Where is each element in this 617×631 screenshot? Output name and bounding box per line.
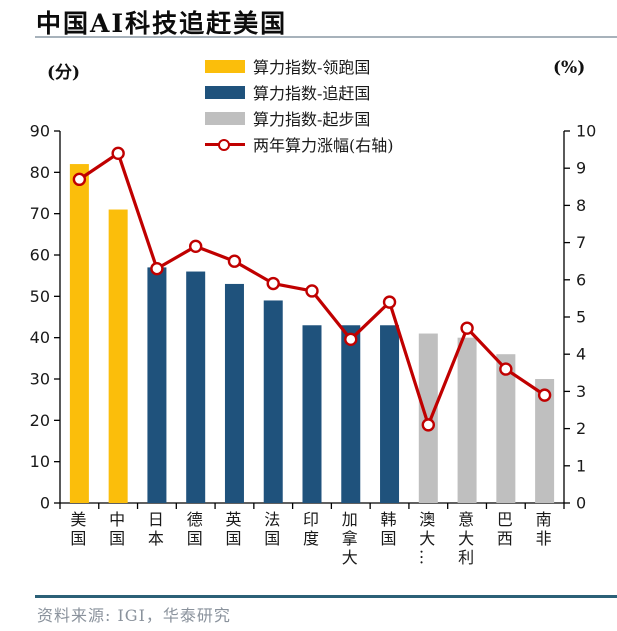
bar-美国 (69, 164, 89, 504)
bar-意大利 (457, 337, 477, 503)
left-axis-tick-label: 40 (30, 328, 50, 347)
growth-marker-澳大… (421, 418, 436, 432)
right-axis-tick-label: 2 (576, 419, 586, 438)
right-axis-tick-label: 3 (576, 382, 586, 401)
legend-item-leader: 算力指数-领跑国 (205, 53, 394, 79)
growth-marker-美国 (72, 172, 87, 187)
growth-marker-英国 (227, 254, 242, 268)
footer-rule (35, 595, 617, 598)
bar-英国 (224, 283, 244, 503)
legend-item-chaser: 算力指数-追赶国 (205, 79, 394, 105)
growth-marker-加拿大 (344, 332, 358, 347)
legend-label-chaser: 算力指数-追赶国 (253, 84, 371, 103)
legend-label-starter: 算力指数-起步国 (253, 110, 371, 129)
legend-line-marker-icon (205, 138, 245, 151)
growth-marker-巴西 (499, 362, 513, 376)
left-axis-tick-label: 30 (30, 370, 50, 389)
growth-marker-德国 (188, 239, 203, 254)
right-axis-tick-label: 10 (576, 122, 596, 141)
growth-marker-意大利 (460, 321, 474, 335)
legend-label-growth-line: 两年算力涨幅(右轴) (253, 136, 394, 155)
growth-marker-南非 (537, 388, 552, 402)
left-axis-tick-label: 20 (30, 411, 50, 430)
bar-日本 (147, 267, 167, 503)
bar-南非 (535, 379, 555, 503)
legend-item-growth-line: 两年算力涨幅(右轴) (205, 131, 394, 157)
left-axis-tick-label: 70 (30, 204, 50, 223)
left-axis-tick-label: 0 (40, 494, 50, 513)
source-text: 资料来源: IGI，华泰研究 (37, 606, 231, 625)
bar-法国 (263, 300, 283, 503)
growth-marker-中国 (111, 146, 125, 161)
left-axis-tick-label: 10 (30, 452, 50, 471)
right-axis-tick-label: 8 (576, 196, 586, 215)
bar-中国 (108, 209, 128, 504)
title-underline (35, 36, 617, 38)
bar-韩国 (380, 325, 400, 503)
right-axis-tick-label: 5 (576, 308, 586, 327)
right-axis-tick-label: 4 (576, 345, 586, 364)
bar-印度 (302, 325, 322, 503)
right-axis-unit-label: (%) (553, 58, 586, 78)
growth-marker-韩国 (382, 295, 397, 309)
right-axis-tick-label: 0 (576, 494, 586, 513)
growth-marker-日本 (150, 261, 164, 276)
legend-label-leader: 算力指数-领跑国 (253, 58, 371, 77)
left-axis-tick-label: 90 (30, 122, 50, 141)
left-axis-tick-label: 60 (30, 246, 50, 265)
legend-swatch-chaser-icon (205, 85, 245, 99)
bar-巴西 (496, 354, 516, 503)
left-axis-tick-label: 50 (30, 287, 50, 306)
legend-swatch-leader-icon (205, 59, 245, 73)
right-axis-tick-label: 7 (576, 233, 586, 252)
right-axis-tick-label: 1 (576, 456, 586, 475)
legend-item-starter: 算力指数-起步国 (205, 105, 394, 131)
growth-marker-法国 (266, 276, 280, 291)
bar-德国 (186, 271, 206, 503)
bar-加拿大 (341, 325, 361, 503)
left-axis-tick-label: 80 (30, 163, 50, 182)
page-title: 中国AI科技追赶美国 (36, 9, 288, 38)
legend: 算力指数-领跑国 算力指数-追赶国 算力指数-起步国 两年算力涨幅(右轴) (205, 53, 394, 157)
legend-swatch-starter-icon (205, 111, 245, 125)
left-axis-unit-label: (分) (47, 63, 81, 83)
right-axis-tick-label: 9 (576, 159, 586, 178)
right-axis-tick-label: 6 (576, 270, 586, 289)
growth-marker-印度 (305, 284, 319, 298)
